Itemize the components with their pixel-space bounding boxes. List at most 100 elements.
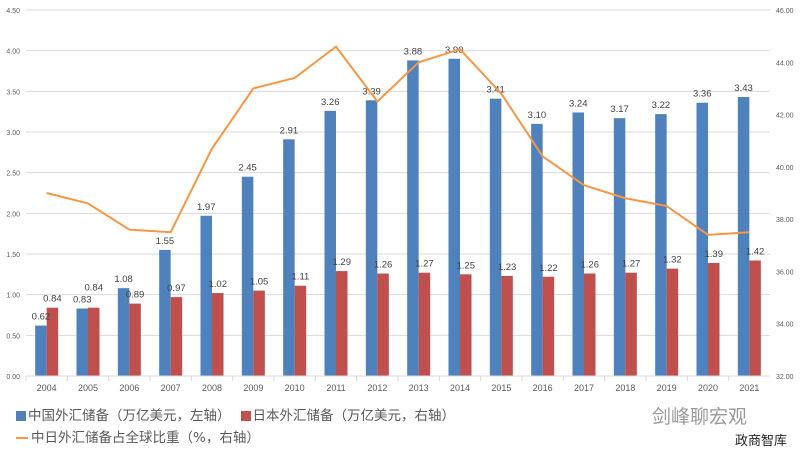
x-tick-label: 2014 [450, 383, 470, 393]
japan-data-label: 1.29 [333, 257, 352, 268]
china-bar [613, 118, 626, 376]
china-bar [35, 325, 47, 376]
left-tick-label: 1.00 [6, 293, 20, 300]
x-tick-label: 2019 [657, 383, 677, 393]
japan-data-label: 1.39 [705, 249, 724, 260]
china-data-label: 3.10 [528, 110, 547, 121]
x-tick-label: 2008 [202, 383, 222, 393]
legend-item-japan: 日本外汇储备（万亿美元，右轴） [240, 404, 456, 424]
left-tick-label: 3.00 [6, 130, 20, 137]
x-tick-label: 2020 [698, 383, 718, 393]
japan-data-label: 1.26 [374, 260, 393, 271]
japan-bar [129, 303, 141, 376]
china-bar [531, 123, 543, 376]
japan-data-label: 1.27 [415, 259, 434, 270]
japan-data-label: 1.02 [209, 279, 228, 290]
left-tick-label: 2.00 [6, 211, 20, 218]
china-data-label: 3.17 [610, 104, 629, 115]
right-tick-label: 34.00 [776, 322, 794, 329]
japan-bar [749, 260, 761, 376]
x-tick-label: 2004 [37, 383, 57, 393]
china-bar [572, 112, 584, 376]
x-tick-label: 2016 [533, 383, 553, 393]
japan-data-label: 0.84 [85, 282, 104, 293]
japan-bar [212, 293, 224, 376]
china-bar [76, 308, 88, 376]
japan-bar [460, 274, 472, 376]
china-bar [159, 249, 171, 376]
japan-data-label: 1.11 [292, 272, 310, 283]
china-data-label: 2.45 [238, 163, 257, 174]
japan-bar [294, 285, 307, 376]
china-bar [448, 58, 460, 377]
china-data-label: 3.24 [569, 98, 588, 109]
japan-bar [46, 307, 59, 376]
china-bar [200, 215, 212, 376]
china-data-label: 1.97 [197, 202, 216, 213]
china-bar [241, 176, 254, 376]
japan-bar [708, 262, 720, 376]
japan-data-label: 1.32 [663, 255, 682, 266]
china-data-label: 0.62 [32, 312, 51, 323]
left-tick-label: 0.50 [6, 333, 20, 340]
right-tick-label: 36.00 [776, 269, 794, 276]
x-tick-label: 2015 [491, 383, 511, 393]
left-tick-label: 1.50 [6, 252, 20, 259]
china-bar [489, 98, 502, 377]
china-bar [696, 102, 708, 376]
right-tick-label: 32.00 [776, 374, 794, 381]
watermark-logo: 剑峰聊宏观 [652, 406, 748, 428]
x-tick-label: 2013 [409, 383, 429, 393]
japan-bar [584, 273, 596, 376]
china-data-label: 1.55 [156, 236, 175, 247]
left-tick-label: 0.00 [6, 374, 20, 381]
china-data-label: 3.39 [362, 86, 381, 97]
japan-data-label: 1.22 [539, 263, 558, 274]
x-tick-label: 2010 [285, 383, 305, 393]
china-data-label: 3.22 [652, 100, 671, 111]
watermark-text: 政商智库 [735, 434, 788, 449]
china-bar [365, 100, 378, 376]
china-data-label: 3.88 [404, 46, 423, 57]
china-bar [117, 288, 130, 376]
china-bar [655, 114, 667, 377]
x-tick-label: 2012 [367, 383, 387, 393]
japan-data-label: 0.84 [43, 294, 62, 305]
japan-data-label: 1.27 [622, 259, 641, 270]
x-tick-label: 2021 [739, 383, 759, 393]
china-data-label: 1.08 [114, 274, 133, 285]
right-tick-label: 40.00 [776, 165, 794, 172]
japan-data-label: 1.26 [581, 260, 600, 271]
japan-data-label: 1.42 [746, 247, 765, 258]
china-bar [324, 110, 336, 376]
legend-label-share: 中日外汇储备占全球比重（%，右轴） [31, 430, 260, 446]
right-tick-label: 42.00 [776, 113, 794, 120]
japan-data-label: 0.97 [167, 283, 186, 294]
china-data-label: 0.83 [73, 294, 92, 305]
legend-item-china: 中国外汇储备（万亿美元，左轴） [16, 404, 231, 424]
japan-bar [88, 307, 100, 376]
legend-item-share: 中日外汇储备占全球比重（%，右轴） [16, 426, 260, 446]
japan-bar [253, 290, 265, 376]
right-tick-label: 46.00 [776, 8, 794, 15]
chart: 0.00 0.50 1.00 1.50 2.00 2.50 3.00 3.50 4.00 4.50… [6, 8, 794, 393]
china-data-label: 3.36 [693, 89, 712, 100]
left-tick-label: 3.50 [6, 89, 20, 96]
china-bar [283, 139, 295, 376]
x-tick-label: 2009 [243, 383, 263, 393]
japan-bar [666, 268, 679, 376]
share-line [46, 45, 750, 236]
japan-bar [336, 271, 348, 376]
legend-label-japan: 日本外汇储备（万亿美元，右轴） [252, 408, 456, 424]
japan-bar [625, 272, 637, 376]
japan-data-label: 1.25 [457, 260, 476, 271]
japan-bar [501, 275, 513, 376]
left-tick-label: 4.50 [6, 8, 20, 15]
x-tick-label: 2018 [615, 383, 635, 393]
japan-data-label: 1.05 [250, 277, 269, 288]
right-tick-label: 38.00 [776, 217, 794, 224]
x-tick-label: 2011 [326, 383, 345, 393]
japan-bar [170, 297, 183, 376]
china-data-label: 3.26 [321, 97, 340, 108]
japan-data-label: 0.89 [126, 290, 145, 301]
